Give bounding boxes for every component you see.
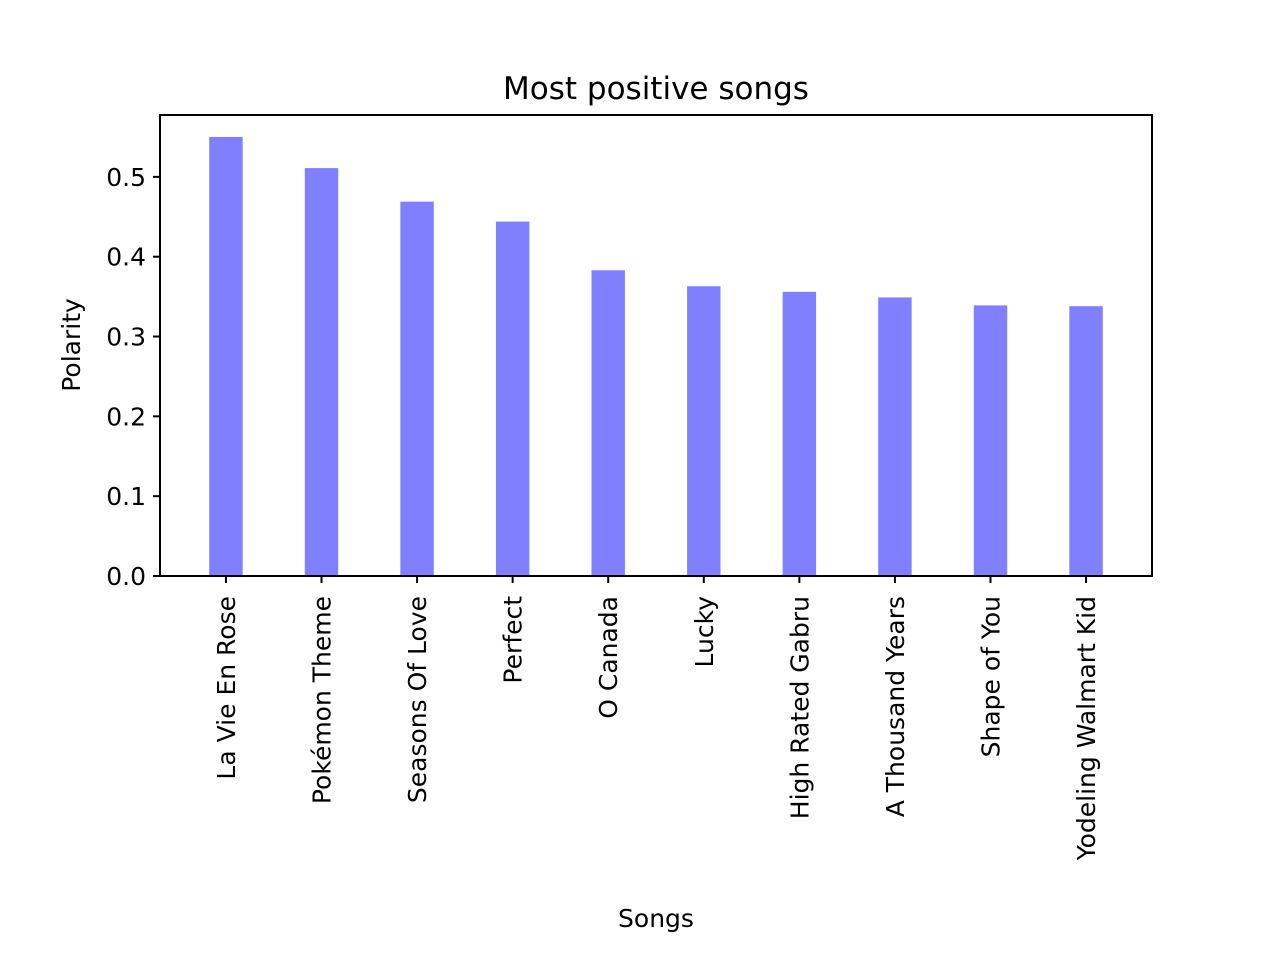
y-tick-label: 0.4	[106, 243, 146, 272]
bar-5	[591, 270, 625, 576]
bar-3	[400, 201, 434, 576]
bar-2	[304, 168, 339, 577]
x-tick-label: Shape of You	[976, 596, 1005, 757]
y-tick-label: 0.1	[106, 482, 146, 511]
x-tick-label: Perfect	[499, 596, 528, 684]
y-axis-label: Polarity	[57, 298, 86, 392]
x-axis-label: Songs	[618, 904, 694, 933]
y-tick-label: 0.5	[106, 163, 146, 192]
x-tick-label: La Vie En Rose	[212, 596, 241, 780]
x-tick-label: High Rated Gabru	[785, 596, 814, 819]
bar-7	[782, 291, 817, 576]
x-axis-ticks: La Vie En Rose Pokémon Theme Seasons Of Lo…	[212, 576, 1101, 861]
bar-8	[878, 297, 912, 576]
x-tick-label: Yodeling Walmart Kid	[1072, 596, 1101, 861]
x-tick-label: Pokémon Theme	[308, 596, 337, 804]
bar-1	[209, 136, 243, 576]
bars-group	[209, 136, 1103, 577]
y-tick-label: 0.3	[106, 323, 146, 352]
x-tick-label: Lucky	[690, 596, 719, 668]
bar-10	[1069, 306, 1103, 576]
chart-title: Most positive songs	[503, 71, 809, 107]
y-tick-label: 0.2	[106, 402, 146, 431]
plot-frame	[159, 114, 1153, 577]
y-tick-label: 0.0	[106, 562, 146, 591]
y-axis-ticks: 0.0 0.1 0.2 0.3 0.4 0.5	[106, 163, 160, 591]
x-tick-label: Seasons Of Love	[403, 596, 432, 803]
x-tick-label: A Thousand Years	[881, 596, 910, 817]
bar-4	[495, 221, 530, 576]
x-tick-label: O Canada	[594, 596, 623, 719]
bar-9	[973, 305, 1008, 576]
bar-6	[687, 286, 721, 576]
